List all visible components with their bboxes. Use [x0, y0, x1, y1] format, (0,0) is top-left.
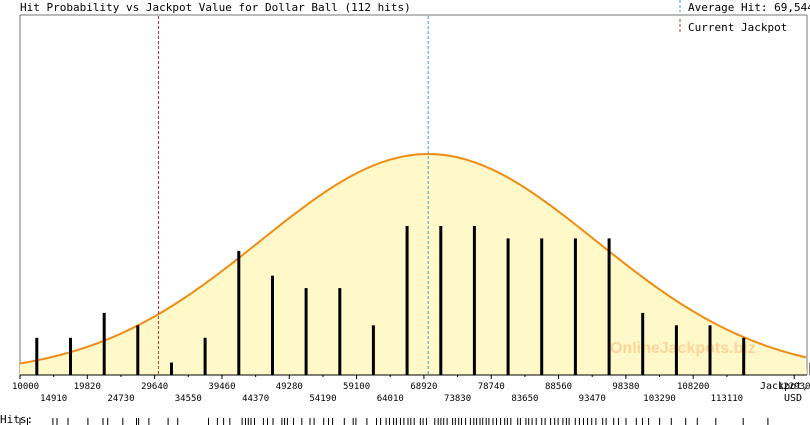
- x-tick-label-upper-2: 29640: [141, 382, 168, 392]
- histogram-bar-5: [203, 337, 207, 375]
- x-tick-label-lower-1: 24730: [107, 394, 134, 404]
- histogram-bar-11: [405, 226, 409, 375]
- x-tick-label-lower-10: 113110: [711, 394, 744, 404]
- x-tick-label-lower-3: 44370: [242, 394, 269, 404]
- histogram-bar-1: [69, 337, 72, 375]
- x-tick-label-upper-10: 108200: [677, 382, 710, 392]
- histogram-bar-2: [102, 312, 106, 375]
- legend-current-label: Current Jackpot: [688, 21, 787, 34]
- histogram-bar-6: [237, 250, 241, 375]
- chart-title: Hit Probability vs Jackpot Value for Dol…: [20, 1, 411, 14]
- histogram-bar-14: [506, 238, 510, 375]
- hits-label: Hits:: [0, 413, 33, 425]
- watermark: OnlineJackpots.biz: [610, 340, 756, 357]
- x-tick-label-upper-5: 59100: [343, 382, 370, 392]
- histogram-bar-10: [371, 325, 375, 375]
- x-tick-label-upper-0: 10000: [12, 382, 39, 392]
- histogram-bar-17: [607, 238, 611, 375]
- x-tick-label-upper-9: 98380: [612, 382, 639, 392]
- x-axis-label-line-1: Jackpot,: [760, 381, 808, 392]
- histogram-bar-4: [170, 362, 173, 375]
- histogram-bar-0: [35, 337, 39, 375]
- normal-curve-line: [19, 153, 807, 365]
- x-tick-label-lower-8: 93470: [579, 394, 606, 404]
- x-axis-label-line-2: USD: [784, 393, 802, 404]
- x-tick-label-lower-9: 103290: [643, 394, 676, 404]
- x-tick-label-upper-6: 68920: [410, 382, 437, 392]
- histogram-bar-3: [136, 325, 140, 375]
- x-tick-label-lower-5: 64010: [377, 394, 404, 404]
- x-tick-label-lower-7: 83650: [511, 394, 538, 404]
- legend-average-label: Average Hit: 69,544: [688, 1, 810, 14]
- histogram-bar-18: [641, 312, 645, 375]
- histogram-bar-21: [742, 337, 746, 375]
- x-tick-label-upper-3: 39460: [208, 382, 235, 392]
- x-tick-label-upper-8: 88560: [545, 382, 572, 392]
- x-tick-label-upper-7: 78740: [478, 382, 505, 392]
- histogram-bar-19: [674, 325, 678, 375]
- x-tick-label-lower-2: 34550: [175, 394, 202, 404]
- histogram-bar-20: [708, 325, 712, 375]
- x-tick-label-lower-4: 54190: [309, 394, 336, 404]
- histogram-bar-12: [439, 226, 443, 375]
- x-tick-label-lower-6: 73830: [444, 394, 471, 404]
- histogram-bar-13: [472, 226, 476, 375]
- x-tick-label-upper-1: 19820: [74, 382, 101, 392]
- x-tick-label-lower-0: 14910: [40, 394, 67, 404]
- histogram-bar-16: [573, 238, 577, 375]
- histogram-bar-15: [540, 238, 544, 375]
- x-tick-label-upper-4: 49280: [276, 382, 303, 392]
- histogram-bar-9: [338, 288, 342, 375]
- x-tick-label-upper-11: 122930: [778, 382, 810, 392]
- histogram-bar-7: [271, 275, 274, 375]
- histogram-bar-8: [304, 288, 308, 375]
